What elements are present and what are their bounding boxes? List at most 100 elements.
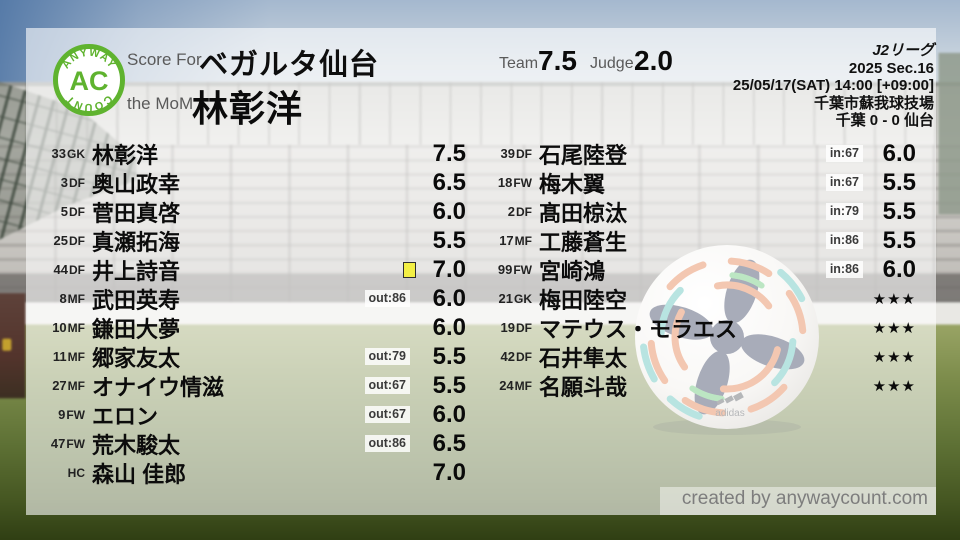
player-number-position: 19DF — [492, 319, 532, 337]
player-score: 7.0 — [432, 255, 466, 283]
player-name: 石井隼太 — [539, 345, 628, 371]
player-name: 菅田真啓 — [92, 200, 181, 226]
player-name: 宮崎鴻 — [539, 258, 606, 284]
player-number: 47 — [50, 435, 66, 451]
player-score: ★★★ — [872, 348, 916, 366]
logo-center-text: AC — [70, 66, 109, 96]
player-name: 名願斗哉 — [539, 374, 628, 400]
player-number: 33 — [51, 145, 66, 161]
anywaycount-logo: ANYWAY COUNT AC — [52, 43, 126, 117]
player-row: 44DF 井上詩音 7.0 — [30, 255, 466, 284]
player-score: 6.0 — [882, 139, 916, 167]
player-number: 11 — [52, 348, 67, 364]
player-number: 19 — [500, 319, 515, 335]
match-result: 千葉 0 - 0 仙台 — [835, 112, 934, 130]
player-position: MF — [67, 378, 85, 393]
player-position: DF — [69, 204, 85, 219]
venue-name: 千葉市蘇我球技場 — [813, 94, 934, 112]
player-name: 梅木翼 — [539, 171, 606, 197]
player-name: 井上詩音 — [92, 258, 181, 284]
player-number-position: 5DF — [30, 203, 85, 221]
player-row: 42DF 石井隼太 ★★★ — [492, 342, 916, 371]
player-number-position: HC — [30, 464, 85, 482]
player-score: 7.5 — [432, 139, 466, 167]
substitution-badge: out:86 — [364, 290, 410, 307]
white-overlay-panel — [26, 28, 936, 515]
player-row: 8MF 武田英寿 out:86 6.0 — [30, 284, 466, 313]
player-row: 2DF 髙田椋汰 in:79 5.5 — [492, 197, 916, 226]
player-position: FW — [66, 407, 85, 422]
player-score: 6.0 — [432, 197, 466, 225]
score-for-label: Score For — [127, 50, 202, 69]
player-number-position: 8MF — [30, 290, 85, 308]
player-name: 奥山政幸 — [92, 171, 181, 197]
mom-label: the MoM — [127, 94, 194, 113]
substitution-badge: in:79 — [825, 203, 863, 220]
player-score: 6.0 — [432, 313, 466, 341]
player-row: 47FW 荒木駿太 out:86 6.5 — [30, 429, 466, 458]
player-row: 21GK 梅田陸空 ★★★ — [492, 284, 916, 313]
player-name: 林彰洋 — [92, 142, 159, 168]
player-position: FW — [513, 175, 532, 190]
match-datetime: 25/05/17(SAT) 14:00 [+09:00] — [732, 77, 934, 95]
judge-score-value: 2.0 — [634, 45, 673, 76]
player-position: MF — [67, 291, 85, 306]
substitution-badge: in:67 — [825, 174, 863, 191]
player-name: 鎌田大夢 — [92, 316, 181, 342]
player-position: MF — [514, 378, 532, 393]
player-score: 6.5 — [432, 168, 466, 196]
player-position: DF — [69, 233, 85, 248]
player-row: 9FW エロン out:67 6.0 — [30, 400, 466, 429]
player-number-position: 33GK — [30, 145, 85, 163]
player-number-position: 21GK — [492, 290, 532, 308]
player-score: 6.0 — [882, 255, 916, 283]
player-number: 8 — [59, 290, 67, 306]
player-number: 21 — [498, 290, 513, 306]
player-number: 44 — [53, 261, 68, 277]
player-name: オナイウ情滋 — [92, 374, 225, 400]
player-position: MF — [67, 320, 85, 335]
player-number: 27 — [52, 377, 67, 393]
player-score: 7.0 — [432, 458, 466, 486]
player-position: MF — [514, 233, 532, 248]
player-score: 5.5 — [882, 197, 916, 225]
player-row: HC 森山 佳郎 7.0 — [30, 458, 466, 487]
player-number: 99 — [497, 261, 513, 277]
player-row: 5DF 菅田真啓 6.0 — [30, 197, 466, 226]
player-row: 11MF 郷家友太 out:79 5.5 — [30, 342, 466, 371]
player-number-position: 42DF — [492, 348, 532, 366]
player-score: 5.5 — [432, 371, 466, 399]
player-name: 森山 佳郎 — [92, 461, 187, 487]
player-score: 5.5 — [432, 342, 466, 370]
player-row: 18FW 梅木翼 in:67 5.5 — [492, 168, 916, 197]
player-row: 19DF マテウス・モラエス ★★★ — [492, 313, 916, 342]
subs-list: 39DF 石尾陸登 in:67 6.0 18FW 梅木翼 in:67 5.5 2… — [492, 139, 916, 400]
match-info-block: J2リーグ 2025 Sec.16 25/05/17(SAT) 14:00 [+… — [733, 42, 934, 130]
player-name: エロン — [92, 403, 159, 429]
substitution-badge: out:67 — [364, 406, 410, 423]
player-number-position: 11MF — [30, 348, 85, 366]
player-name: 石尾陸登 — [539, 142, 628, 168]
player-number: 9 — [58, 406, 66, 422]
player-name: 武田英寿 — [92, 287, 181, 313]
player-position: FW — [66, 436, 85, 451]
player-number-position: 10MF — [30, 319, 85, 337]
player-position: GK — [67, 146, 85, 161]
player-number-position: 25DF — [30, 232, 85, 250]
substitution-badge: in:67 — [825, 145, 863, 162]
player-score: 5.5 — [882, 168, 916, 196]
credit-strip — [660, 487, 936, 515]
team-score-value: 7.5 — [538, 45, 577, 76]
player-row: 3DF 奥山政幸 6.5 — [30, 168, 466, 197]
player-number: 5 — [60, 203, 68, 219]
team-name: ベガルタ仙台 — [199, 49, 380, 81]
player-score: 5.5 — [432, 226, 466, 254]
stadium-edge — [938, 52, 960, 215]
player-number: 24 — [499, 377, 514, 393]
player-row: 25DF 真瀬拓海 5.5 — [30, 226, 466, 255]
player-name: 髙田椋汰 — [539, 200, 628, 226]
player-number: 42 — [500, 348, 515, 364]
player-name: 真瀬拓海 — [92, 229, 181, 255]
team-score-label: Team — [499, 55, 539, 72]
player-name: 梅田陸空 — [539, 287, 628, 313]
